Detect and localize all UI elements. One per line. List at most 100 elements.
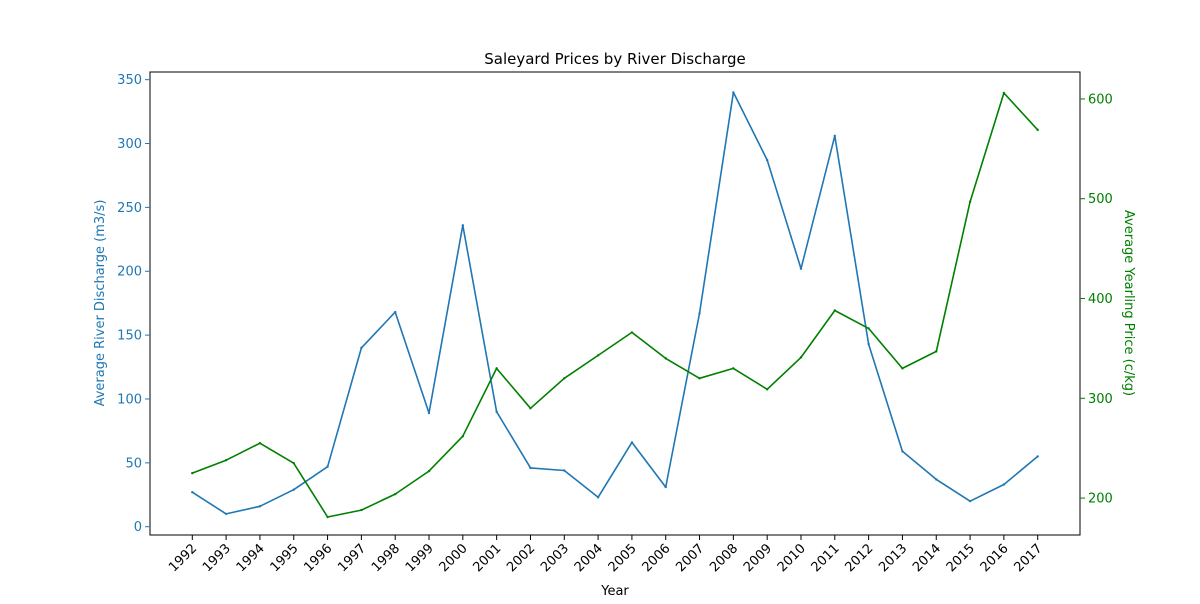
price-point — [935, 350, 938, 353]
discharge-series-line — [191, 91, 1039, 515]
left-y-tick-label: 50 — [125, 456, 142, 471]
price-point — [191, 471, 194, 475]
discharge-point — [765, 158, 769, 162]
x-tick-label: 1999 — [403, 541, 437, 575]
left-y-tick-label: 0 — [134, 520, 142, 535]
x-tick-label: 2017 — [1012, 541, 1046, 575]
x-tick-label: 2010 — [775, 541, 809, 575]
price-point — [833, 309, 837, 312]
x-tick-label: 2012 — [842, 541, 876, 575]
x-tick-label: 2005 — [606, 541, 640, 575]
series-layer — [191, 91, 1039, 519]
x-tick-label: 1996 — [301, 541, 335, 575]
price-point — [292, 461, 295, 465]
price-point — [732, 367, 735, 370]
x-tick-label: 2013 — [876, 541, 910, 575]
x-tick-label: 1995 — [268, 541, 302, 575]
price-point — [461, 435, 465, 438]
left-y-tick-label: 100 — [117, 392, 142, 407]
right-y-axis: 200 300 400 500 600 — [1080, 92, 1113, 507]
discharge-point — [664, 485, 667, 489]
plot-frame — [149, 71, 1081, 536]
x-tick-label: 2001 — [470, 541, 504, 575]
x-tick-label: 1997 — [335, 541, 369, 575]
price-point — [224, 458, 228, 462]
left-y-tick-label: 300 — [117, 137, 142, 152]
discharge-point — [799, 267, 803, 270]
price-point — [1036, 128, 1039, 132]
discharge-point — [867, 342, 870, 346]
price-point — [326, 515, 329, 519]
discharge-point — [833, 134, 837, 138]
right-y-tick-label: 400 — [1088, 292, 1113, 307]
x-tick-label: 1998 — [369, 541, 403, 575]
x-axis: 1992 1993 1994 1995 1996 1997 1998 1999 2000 2001… — [166, 535, 1046, 575]
x-tick-label: 2007 — [673, 541, 707, 575]
right-y-tick-label: 200 — [1088, 492, 1113, 507]
x-tick-label: 1993 — [200, 541, 234, 575]
x-tick-label: 2002 — [504, 541, 538, 575]
x-tick-label: 1994 — [234, 541, 268, 575]
price-point — [630, 331, 634, 334]
discharge-point — [935, 478, 938, 481]
left-y-tick-label: 250 — [117, 201, 142, 216]
x-tick-label: 2004 — [572, 541, 606, 575]
price-point — [563, 377, 566, 380]
price-point — [867, 327, 870, 330]
discharge-point — [596, 496, 600, 499]
price-point — [968, 200, 972, 203]
price-point — [698, 377, 701, 380]
discharge-point — [698, 312, 701, 315]
x-tick-label: 2000 — [437, 541, 471, 575]
discharge-point — [529, 466, 532, 470]
left-y-axis-label: Average River Discharge (m3/s) — [93, 200, 108, 407]
left-y-axis: 0 50 100 150 200 250 300 350 — [117, 73, 150, 535]
price-point — [799, 356, 803, 359]
discharge-point — [393, 310, 397, 314]
x-tick-label: 2003 — [538, 541, 572, 575]
x-tick-label: 1992 — [166, 541, 200, 575]
price-point — [360, 508, 363, 512]
price-point — [765, 388, 769, 391]
x-tick-label: 2016 — [978, 541, 1012, 575]
discharge-point — [292, 488, 295, 491]
price-point — [529, 407, 532, 410]
discharge-point — [732, 91, 735, 94]
price-point — [393, 492, 397, 496]
price-point — [596, 354, 600, 357]
discharge-point — [427, 411, 431, 415]
discharge-point — [224, 512, 228, 516]
price-point — [901, 367, 904, 370]
discharge-point — [495, 410, 498, 413]
discharge-point — [326, 465, 329, 468]
right-y-tick-label: 300 — [1088, 392, 1113, 407]
price-point — [427, 469, 431, 473]
discharge-point — [461, 224, 465, 227]
chart-title: Saleyard Prices by River Discharge — [484, 50, 745, 68]
left-y-tick-label: 350 — [117, 73, 142, 88]
discharge-point — [563, 469, 566, 472]
left-y-tick-label: 200 — [117, 265, 142, 280]
x-tick-label: 2014 — [910, 541, 944, 575]
right-y-axis-label: Average Yearling Price (c/kg) — [1121, 210, 1136, 396]
x-tick-label: 2015 — [944, 541, 978, 575]
left-y-tick-label: 150 — [117, 329, 142, 344]
discharge-point — [901, 450, 904, 453]
discharge-point — [1036, 455, 1039, 458]
discharge-point — [258, 505, 262, 508]
x-tick-label: 2009 — [741, 541, 775, 575]
discharge-point — [360, 346, 363, 350]
price-point — [664, 357, 667, 360]
x-tick-label: 2006 — [640, 541, 674, 575]
price-point — [1002, 91, 1006, 95]
discharge-point — [1002, 483, 1006, 486]
discharge-point — [968, 499, 972, 503]
x-tick-label: 2008 — [707, 541, 741, 575]
right-y-tick-label: 500 — [1088, 192, 1113, 207]
x-axis-label: Year — [600, 584, 629, 599]
price-point — [495, 367, 498, 370]
discharge-point — [191, 491, 194, 494]
discharge-point — [630, 441, 634, 444]
